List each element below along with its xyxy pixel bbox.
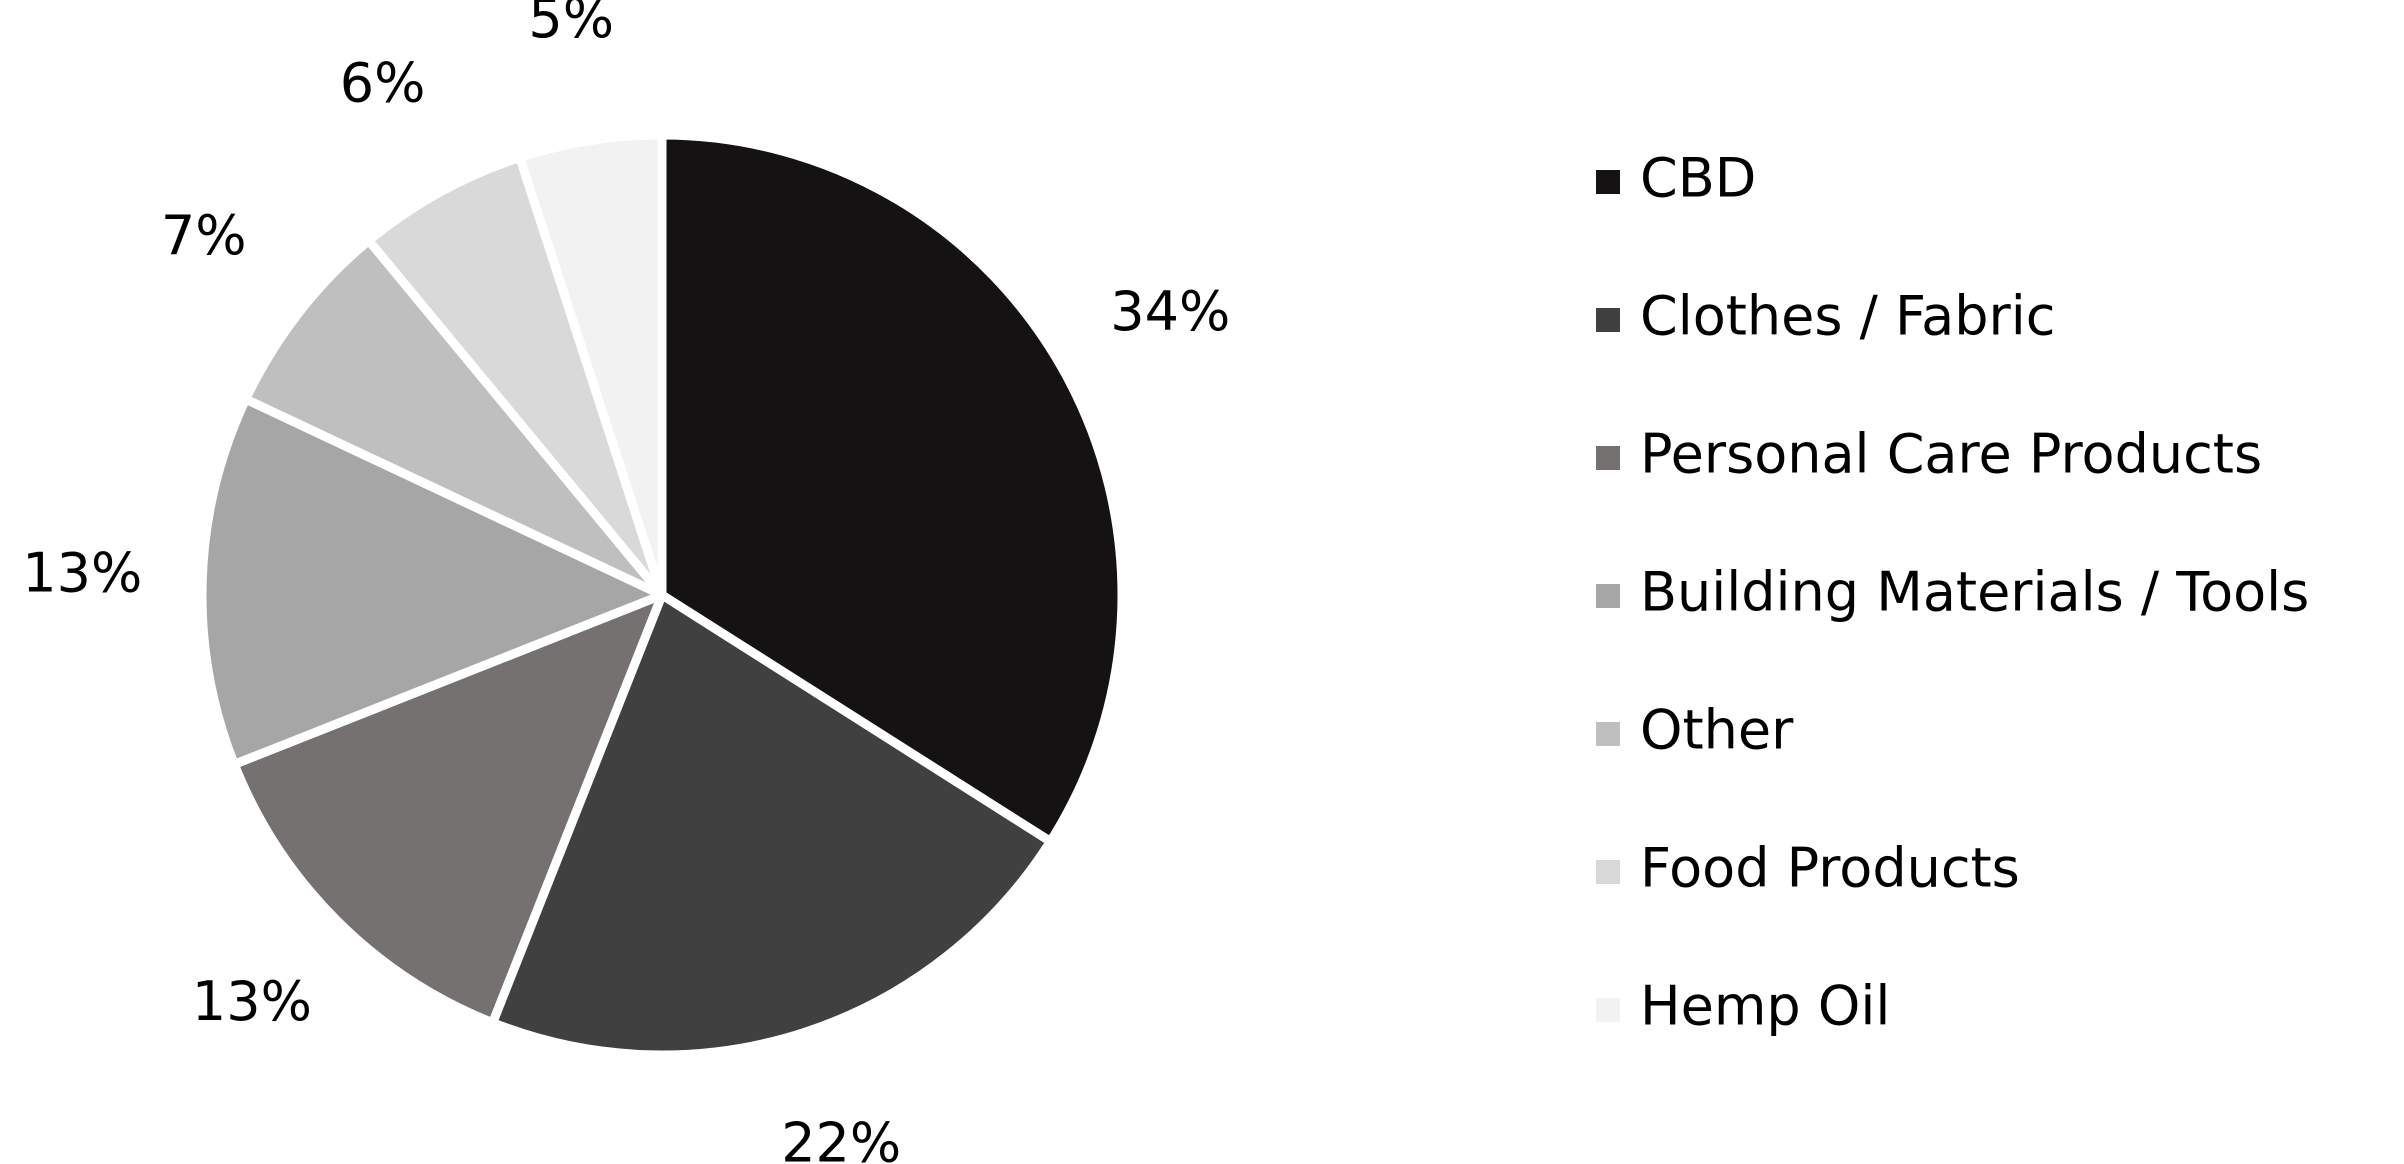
pie-slice	[488, 590, 1055, 1060]
legend-swatch	[1596, 998, 1620, 1022]
data-label: 7%	[161, 204, 247, 267]
data-label: 5%	[528, 0, 614, 50]
legend-label: Clothes / Fabric	[1640, 285, 2055, 348]
legend-label: Building Materials / Tools	[1640, 561, 2309, 624]
legend-swatch	[1596, 308, 1620, 332]
pie-slice	[364, 153, 667, 600]
pie-slice	[229, 590, 667, 1028]
data-label: 34%	[1110, 280, 1230, 343]
pie-slice	[515, 130, 667, 600]
data-label: 13%	[22, 541, 142, 604]
legend-label: CBD	[1640, 147, 1756, 210]
data-label: 13%	[192, 970, 312, 1033]
legend-swatch	[1596, 170, 1620, 194]
legend-label: Food Products	[1640, 837, 2020, 900]
legend-label: Personal Care Products	[1640, 423, 2262, 486]
legend-swatch	[1596, 860, 1620, 884]
legend-swatch	[1596, 584, 1620, 608]
data-label: 6%	[340, 51, 426, 114]
pie-slice	[197, 394, 667, 769]
legend-label: Other	[1640, 699, 1794, 762]
legend-swatch	[1596, 446, 1620, 470]
pie-slice	[241, 236, 667, 600]
legend-label: Hemp Oil	[1640, 975, 1890, 1038]
legend-swatch	[1596, 722, 1620, 746]
data-label: 22%	[781, 1111, 901, 1164]
